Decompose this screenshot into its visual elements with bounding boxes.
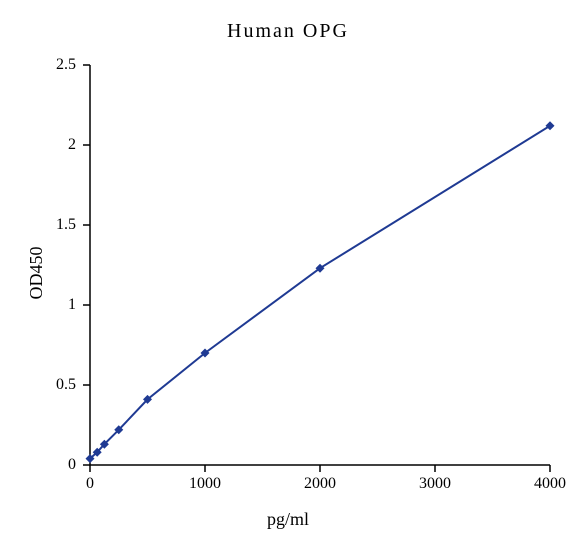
data-marker <box>546 121 555 130</box>
ytick-label: 2.5 <box>56 56 76 74</box>
xtick-label: 4000 <box>534 475 566 493</box>
ytick-label: 0 <box>68 456 76 474</box>
ytick-label: 1.5 <box>56 216 76 234</box>
chart-container: Human OPG OD450 pg/ml 00.511.522.5 01000… <box>0 0 576 546</box>
xtick-label: 3000 <box>419 475 451 493</box>
ytick-label: 0.5 <box>56 376 76 394</box>
chart-svg <box>0 0 576 546</box>
ytick-label: 2 <box>68 136 76 154</box>
xtick-label: 1000 <box>189 475 221 493</box>
xtick-label: 2000 <box>304 475 336 493</box>
xtick-label: 0 <box>86 475 94 493</box>
ytick-label: 1 <box>68 296 76 314</box>
